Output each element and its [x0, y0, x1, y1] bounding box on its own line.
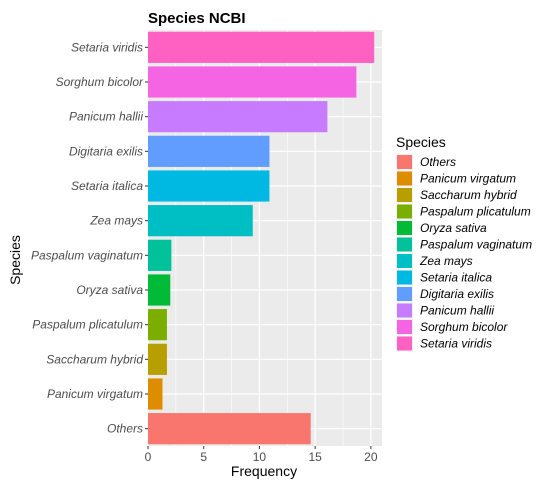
y-tick-label: Setaria italica — [71, 179, 143, 193]
legend-swatch — [397, 204, 412, 219]
legend-swatch — [397, 155, 412, 169]
bar — [148, 309, 167, 341]
bar — [148, 101, 328, 133]
legend-label: Oryza sativa — [420, 221, 487, 235]
legend-label: Paspalum plicatulum — [420, 205, 531, 219]
y-axis-title: Species — [7, 235, 23, 285]
bars-group — [148, 31, 375, 445]
bar — [148, 135, 270, 167]
bar — [148, 239, 172, 271]
legend-label: Saccharum hybrid — [420, 188, 517, 202]
bar — [148, 205, 253, 237]
y-axis-ticks: Setaria viridis Sorghum bicolor Panicum ha… — [31, 40, 148, 436]
bar — [148, 343, 167, 375]
y-tick-label: Panicum hallii — [69, 110, 143, 124]
y-tick-label: Others — [107, 422, 143, 436]
x-tick-label: 5 — [200, 450, 207, 464]
bar — [148, 413, 311, 445]
y-tick-label: Paspalum vaginatum — [31, 248, 143, 262]
legend-label: Zea mays — [419, 254, 473, 268]
legend-swatch — [397, 171, 412, 186]
x-tick-label: 20 — [364, 450, 378, 464]
y-tick-label: Setaria viridis — [71, 40, 143, 54]
y-tick-label: Saccharum hybrid — [46, 352, 143, 366]
y-tick-label: Oryza sativa — [76, 283, 143, 297]
x-tick-label: 15 — [308, 450, 322, 464]
y-tick-label: Sorghum bicolor — [56, 75, 144, 89]
legend-label: Digitaria exilis — [420, 287, 494, 301]
bar — [148, 31, 375, 63]
legend-label: Setaria viridis — [420, 337, 492, 351]
legend-label: Others — [420, 155, 456, 169]
legend-swatch — [397, 287, 412, 301]
legend-swatch — [397, 270, 412, 285]
legend-title: Species — [396, 134, 446, 150]
bar — [148, 274, 171, 306]
legend-swatch — [397, 221, 412, 235]
legend-swatch — [397, 237, 412, 252]
legend-label: Setaria italica — [420, 271, 492, 285]
bar — [148, 170, 270, 202]
x-axis-ticks: 0 5 10 15 20 — [145, 446, 378, 464]
legend-swatch — [397, 336, 412, 351]
legend-label: Panicum virgatum — [420, 172, 516, 186]
legend: Species Others Panicum virgatum Saccharum … — [396, 134, 532, 352]
x-tick-label: 0 — [145, 450, 152, 464]
legend-swatch — [397, 254, 412, 268]
y-tick-label: Panicum virgatum — [47, 387, 143, 401]
x-axis-title: Frequency — [231, 463, 297, 479]
legend-label: Paspalum vaginatum — [420, 238, 532, 252]
legend-swatch — [397, 303, 412, 318]
legend-label: Sorghum bicolor — [420, 320, 508, 334]
y-tick-label: Paspalum plicatulum — [32, 318, 143, 332]
x-tick-label: 10 — [253, 450, 267, 464]
y-tick-label: Zea mays — [89, 214, 143, 228]
bar — [148, 66, 357, 98]
legend-swatch — [397, 320, 412, 334]
legend-label: Panicum hallii — [420, 304, 494, 318]
bar — [148, 378, 163, 410]
chart-title: Species NCBI — [148, 10, 246, 27]
y-tick-label: Digitaria exilis — [69, 144, 143, 158]
legend-swatch — [397, 188, 412, 202]
